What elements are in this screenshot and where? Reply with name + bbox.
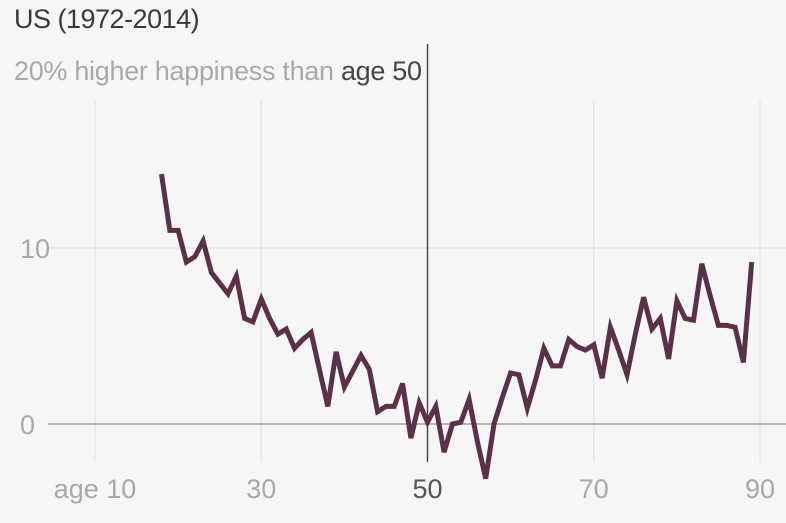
chart-title: US (1972-2014) [14,4,200,34]
y-tick-label-10: 10 [20,234,50,264]
series-group [159,173,755,480]
x-tick-label-10: age 10 [54,474,137,504]
x-tick-label-30: 30 [246,474,276,504]
x-tick-label-50: 50 [412,474,442,504]
x-axis: age 10 30 50 70 90 [54,474,775,504]
y-tick-label-0: 0 [20,410,35,440]
subtitle-prefix: 20% higher happiness than [14,56,334,86]
chart-subtitle: 20% higher happiness than age 50 [14,56,422,87]
x-tick-label-70: 70 [579,474,609,504]
y-axis: 0 10 [20,234,50,440]
subtitle-highlight: age 50 [340,56,422,86]
series-line-0 [159,173,755,480]
x-tick-label-90: 90 [745,474,775,504]
